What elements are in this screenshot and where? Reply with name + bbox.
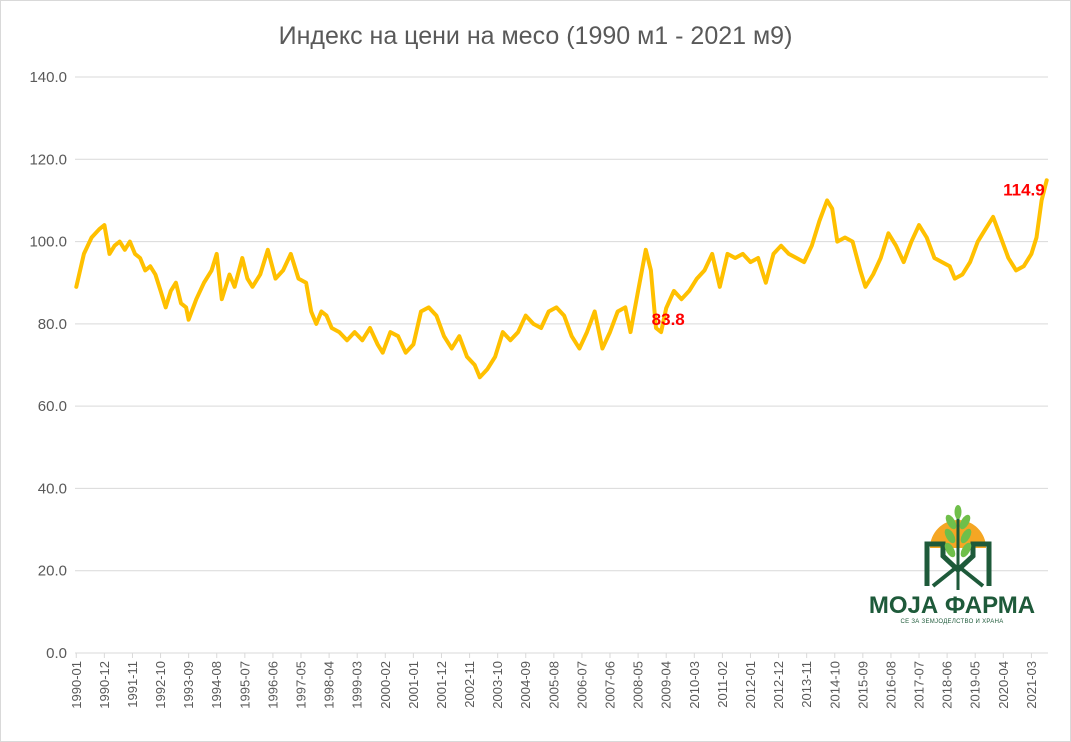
x-tick-label: 1990-01 [69, 661, 84, 709]
x-tick-label: 2019-05 [968, 661, 983, 709]
x-tick-label: 2009-04 [659, 661, 674, 709]
moja-farma-logo: МОЈА ФАРМА СЕ ЗА ЗЕМЈОДЕЛСТВО И ХРАНА [869, 505, 1035, 625]
x-tick-label: 2004-09 [518, 661, 533, 709]
x-tick-label: 1991-11 [125, 661, 140, 708]
x-tick-label: 1994-08 [209, 661, 224, 709]
annotations: 83.8 114.9 [652, 180, 1045, 329]
series-layer [74, 178, 1049, 380]
x-tick-label: 1990-12 [97, 661, 112, 709]
x-axis-ticks: 1990-01 1990-12 1991-11 1992-10 1993-09 1994-… [69, 653, 1039, 709]
x-tick-label: 2012-01 [743, 661, 758, 709]
x-tick-label: 2020-04 [996, 661, 1011, 709]
x-tick-label: 2018-06 [940, 661, 955, 709]
x-tick-label: 1996-06 [265, 661, 280, 709]
x-tick-label: 2011-02 [715, 661, 730, 708]
data-label: 114.9 [1003, 180, 1045, 199]
x-tick-label: 2007-06 [603, 661, 618, 709]
y-tick-label: 0.0 [46, 645, 67, 662]
x-tick-label: 2003-10 [490, 661, 505, 709]
x-tick-label: 2006-07 [574, 661, 589, 709]
logo-tagline: СЕ ЗА ЗЕМЈОДЕЛСТВО И ХРАНА [900, 619, 1003, 625]
x-tick-label: 2015-09 [855, 661, 870, 709]
x-tick-label: 2000-02 [378, 661, 393, 709]
x-tick-label: 2016-08 [883, 661, 898, 709]
x-tick-label: 1995-07 [237, 661, 252, 709]
x-tick-label: 2008-05 [631, 661, 646, 709]
y-tick-label: 100.0 [29, 234, 67, 251]
x-tick-label: 2001-12 [434, 661, 449, 709]
x-tick-label: 1999-03 [350, 661, 365, 709]
x-tick-label: 1998-04 [322, 661, 337, 709]
x-tick-label: 1993-09 [181, 661, 196, 709]
series-line [74, 178, 1049, 380]
chart-title: Индекс на цени на месо (1990 м1 - 2021 м… [278, 22, 793, 50]
x-tick-label: 2017-07 [912, 661, 927, 709]
y-tick-label: 60.0 [38, 398, 67, 415]
logo-wheat-icon [944, 505, 972, 558]
y-tick-label: 20.0 [38, 563, 67, 580]
data-label: 83.8 [652, 310, 685, 329]
x-tick-label: 1992-10 [153, 661, 168, 709]
x-tick-label: 2010-03 [687, 661, 702, 709]
x-tick-label: 2002-11 [462, 661, 477, 708]
x-tick-label: 2001-01 [406, 661, 421, 709]
y-axis-ticks: 0.0 20.0 40.0 60.0 80.0 100.0 120.0 140.0 [29, 69, 67, 662]
x-tick-label: 2012-12 [771, 661, 786, 709]
y-tick-label: 80.0 [38, 316, 67, 333]
x-tick-label: 2013-11 [799, 661, 814, 708]
x-tick-label: 2005-08 [546, 661, 561, 709]
x-tick-label: 2014-10 [827, 661, 842, 709]
x-tick-label: 2021-03 [1024, 661, 1039, 709]
y-tick-label: 140.0 [29, 69, 67, 86]
y-tick-label: 40.0 [38, 480, 67, 497]
gridlines [75, 76, 1048, 654]
y-tick-label: 120.0 [29, 151, 67, 168]
x-tick-label: 1997-05 [294, 661, 309, 709]
logo-name: МОЈА ФАРМА [869, 592, 1035, 619]
